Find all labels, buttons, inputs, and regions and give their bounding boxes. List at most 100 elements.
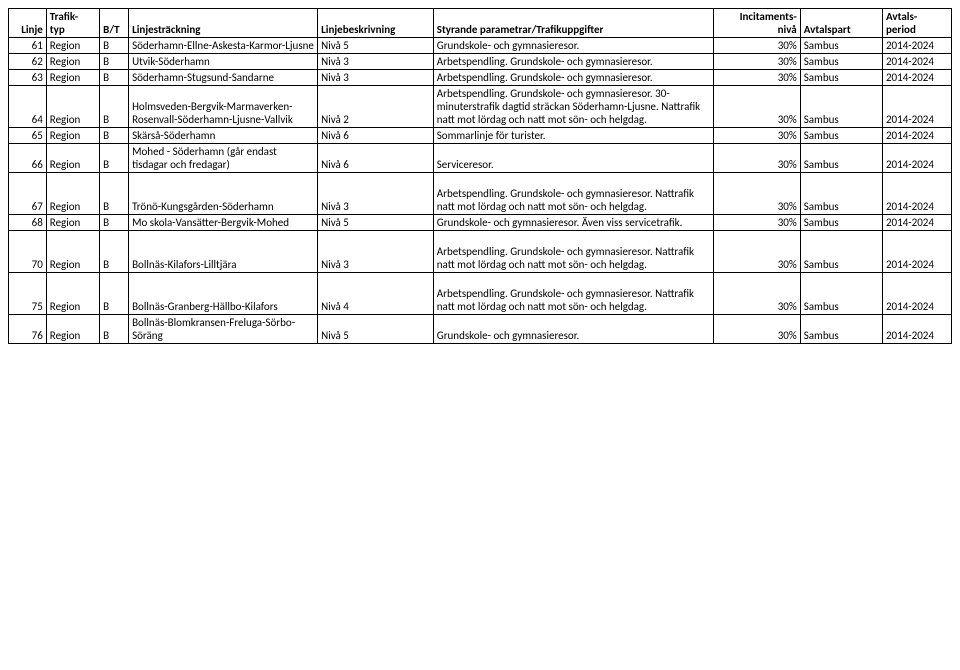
cell-typ: Region [46, 54, 99, 70]
cell-typ: Region [46, 215, 99, 231]
header-line2: nivå [778, 23, 797, 36]
table-body: 61RegionBSöderhamn-Ellne-Askesta-Karmor-… [9, 38, 952, 344]
cell-period: 2014-2024 [882, 215, 951, 231]
table-row: 68RegionBMo skola-Vansätter-Bergvik-Mohe… [9, 215, 952, 231]
table-row: 76RegionBBollnäs-Blomkransen-Freluga-Sör… [9, 315, 952, 344]
cell-part: Sambus [800, 54, 882, 70]
cell-strack: Mo skola-Vansätter-Bergvik-Mohed [129, 215, 318, 231]
cell-param: Grundskole- och gymnasieresor. [433, 315, 713, 344]
cell-part: Sambus [800, 144, 882, 173]
col-header-strack: Linjesträckning [129, 9, 318, 38]
table-row: 61RegionBSöderhamn-Ellne-Askesta-Karmor-… [9, 38, 952, 54]
cell-typ: Region [46, 70, 99, 86]
cell-period: 2014-2024 [882, 70, 951, 86]
header-line2: Avtalspart [804, 23, 851, 36]
cell-period: 2014-2024 [882, 144, 951, 173]
header-line2: Linjesträckning [132, 23, 200, 36]
cell-linje: 76 [9, 315, 47, 344]
cell-bt: B [100, 70, 129, 86]
table-row: 65RegionBSkärså-SöderhamnNivå 6Sommarlin… [9, 128, 952, 144]
cell-beskr: Nivå 6 [318, 128, 434, 144]
cell-period: 2014-2024 [882, 128, 951, 144]
cell-strack: Mohed - Söderhamn (går endast tisdagar o… [129, 144, 318, 173]
cell-period: 2014-2024 [882, 86, 951, 128]
table-header: LinjeTrafik-typ B/T Linjesträckning Linjebe… [9, 9, 952, 38]
cell-param: Grundskole- och gymnasieresor. [433, 38, 713, 54]
cell-bt: B [100, 38, 129, 54]
cell-linje: 67 [9, 173, 47, 215]
cell-incit: 30% [713, 54, 800, 70]
cell-param: Arbetspendling. Grundskole- och gymnasie… [433, 70, 713, 86]
cell-param: Arbetspendling. Grundskole- och gymnasie… [433, 231, 713, 273]
cell-incit: 30% [713, 86, 800, 128]
cell-bt: B [100, 231, 129, 273]
traffic-table: LinjeTrafik-typ B/T Linjesträckning Linjebe… [8, 8, 952, 344]
cell-beskr: Nivå 6 [318, 144, 434, 173]
cell-beskr: Nivå 3 [318, 173, 434, 215]
cell-bt: B [100, 173, 129, 215]
cell-bt: B [100, 215, 129, 231]
cell-beskr: Nivå 3 [318, 54, 434, 70]
cell-typ: Region [46, 38, 99, 54]
table-row: 63RegionBSöderhamn-Stugsund-SandarneNivå… [9, 70, 952, 86]
cell-linje: 66 [9, 144, 47, 173]
col-header-bt: B/T [100, 9, 129, 38]
table-row: 70RegionBBollnäs-Kilafors-LilltjäraNivå … [9, 231, 952, 273]
col-header-incit: Incitaments-nivå [713, 9, 800, 38]
cell-part: Sambus [800, 70, 882, 86]
cell-period: 2014-2024 [882, 273, 951, 315]
cell-incit: 30% [713, 144, 800, 173]
cell-strack: Skärså-Söderhamn [129, 128, 318, 144]
cell-beskr: Nivå 4 [318, 273, 434, 315]
table-row: 64RegionBHolmsveden-Bergvik-Marmaverken-… [9, 86, 952, 128]
header-line1: Incitaments- [740, 10, 797, 23]
cell-part: Sambus [800, 86, 882, 128]
cell-strack: Söderhamn-Stugsund-Sandarne [129, 70, 318, 86]
cell-param: Serviceresor. [433, 144, 713, 173]
cell-strack: Bollnäs-Granberg-Hällbo-Kilafors [129, 273, 318, 315]
cell-param: Arbetspendling. Grundskole- och gymnasie… [433, 173, 713, 215]
cell-incit: 30% [713, 231, 800, 273]
cell-linje: 64 [9, 86, 47, 128]
cell-incit: 30% [713, 128, 800, 144]
col-header-period: Avtals-period [882, 9, 951, 38]
table-row: 67RegionBTrönö-Kungsgården-SöderhamnNivå… [9, 173, 952, 215]
cell-strack: Utvik-Söderhamn [129, 54, 318, 70]
cell-bt: B [100, 273, 129, 315]
cell-strack: Bollnäs-Blomkransen-Freluga-Sörbo-Söräng [129, 315, 318, 344]
cell-param: Sommarlinje för turister. [433, 128, 713, 144]
cell-part: Sambus [800, 128, 882, 144]
cell-bt: B [100, 86, 129, 128]
cell-typ: Region [46, 273, 99, 315]
cell-linje: 68 [9, 215, 47, 231]
cell-incit: 30% [713, 70, 800, 86]
col-header-beskr: Linjebeskrivning [318, 9, 434, 38]
cell-incit: 30% [713, 273, 800, 315]
header-line2: B/T [103, 23, 119, 36]
cell-typ: Region [46, 231, 99, 273]
header-line2: Linjebeskrivning [321, 23, 395, 36]
cell-linje: 61 [9, 38, 47, 54]
cell-param: Grundskole- och gymnasieresor. Även viss… [433, 215, 713, 231]
cell-typ: Region [46, 315, 99, 344]
cell-bt: B [100, 315, 129, 344]
cell-strack: Bollnäs-Kilafors-Lilltjära [129, 231, 318, 273]
cell-incit: 30% [713, 173, 800, 215]
cell-part: Sambus [800, 173, 882, 215]
cell-beskr: Nivå 3 [318, 70, 434, 86]
table-row: 66RegionBMohed - Söderhamn (går endast t… [9, 144, 952, 173]
cell-linje: 75 [9, 273, 47, 315]
cell-bt: B [100, 128, 129, 144]
cell-strack: Trönö-Kungsgården-Söderhamn [129, 173, 318, 215]
cell-incit: 30% [713, 215, 800, 231]
col-header-param: Styrande parametrar/Trafikuppgifter [433, 9, 713, 38]
col-header-part: Avtalspart [800, 9, 882, 38]
header-line1: Trafik- [50, 10, 78, 23]
cell-param: Arbetspendling. Grundskole- och gymnasie… [433, 273, 713, 315]
cell-incit: 30% [713, 315, 800, 344]
header-line2: Linje [21, 23, 43, 36]
col-header-linje: Linje [9, 9, 47, 38]
cell-part: Sambus [800, 273, 882, 315]
col-header-typ: Trafik-typ [46, 9, 99, 38]
cell-period: 2014-2024 [882, 315, 951, 344]
